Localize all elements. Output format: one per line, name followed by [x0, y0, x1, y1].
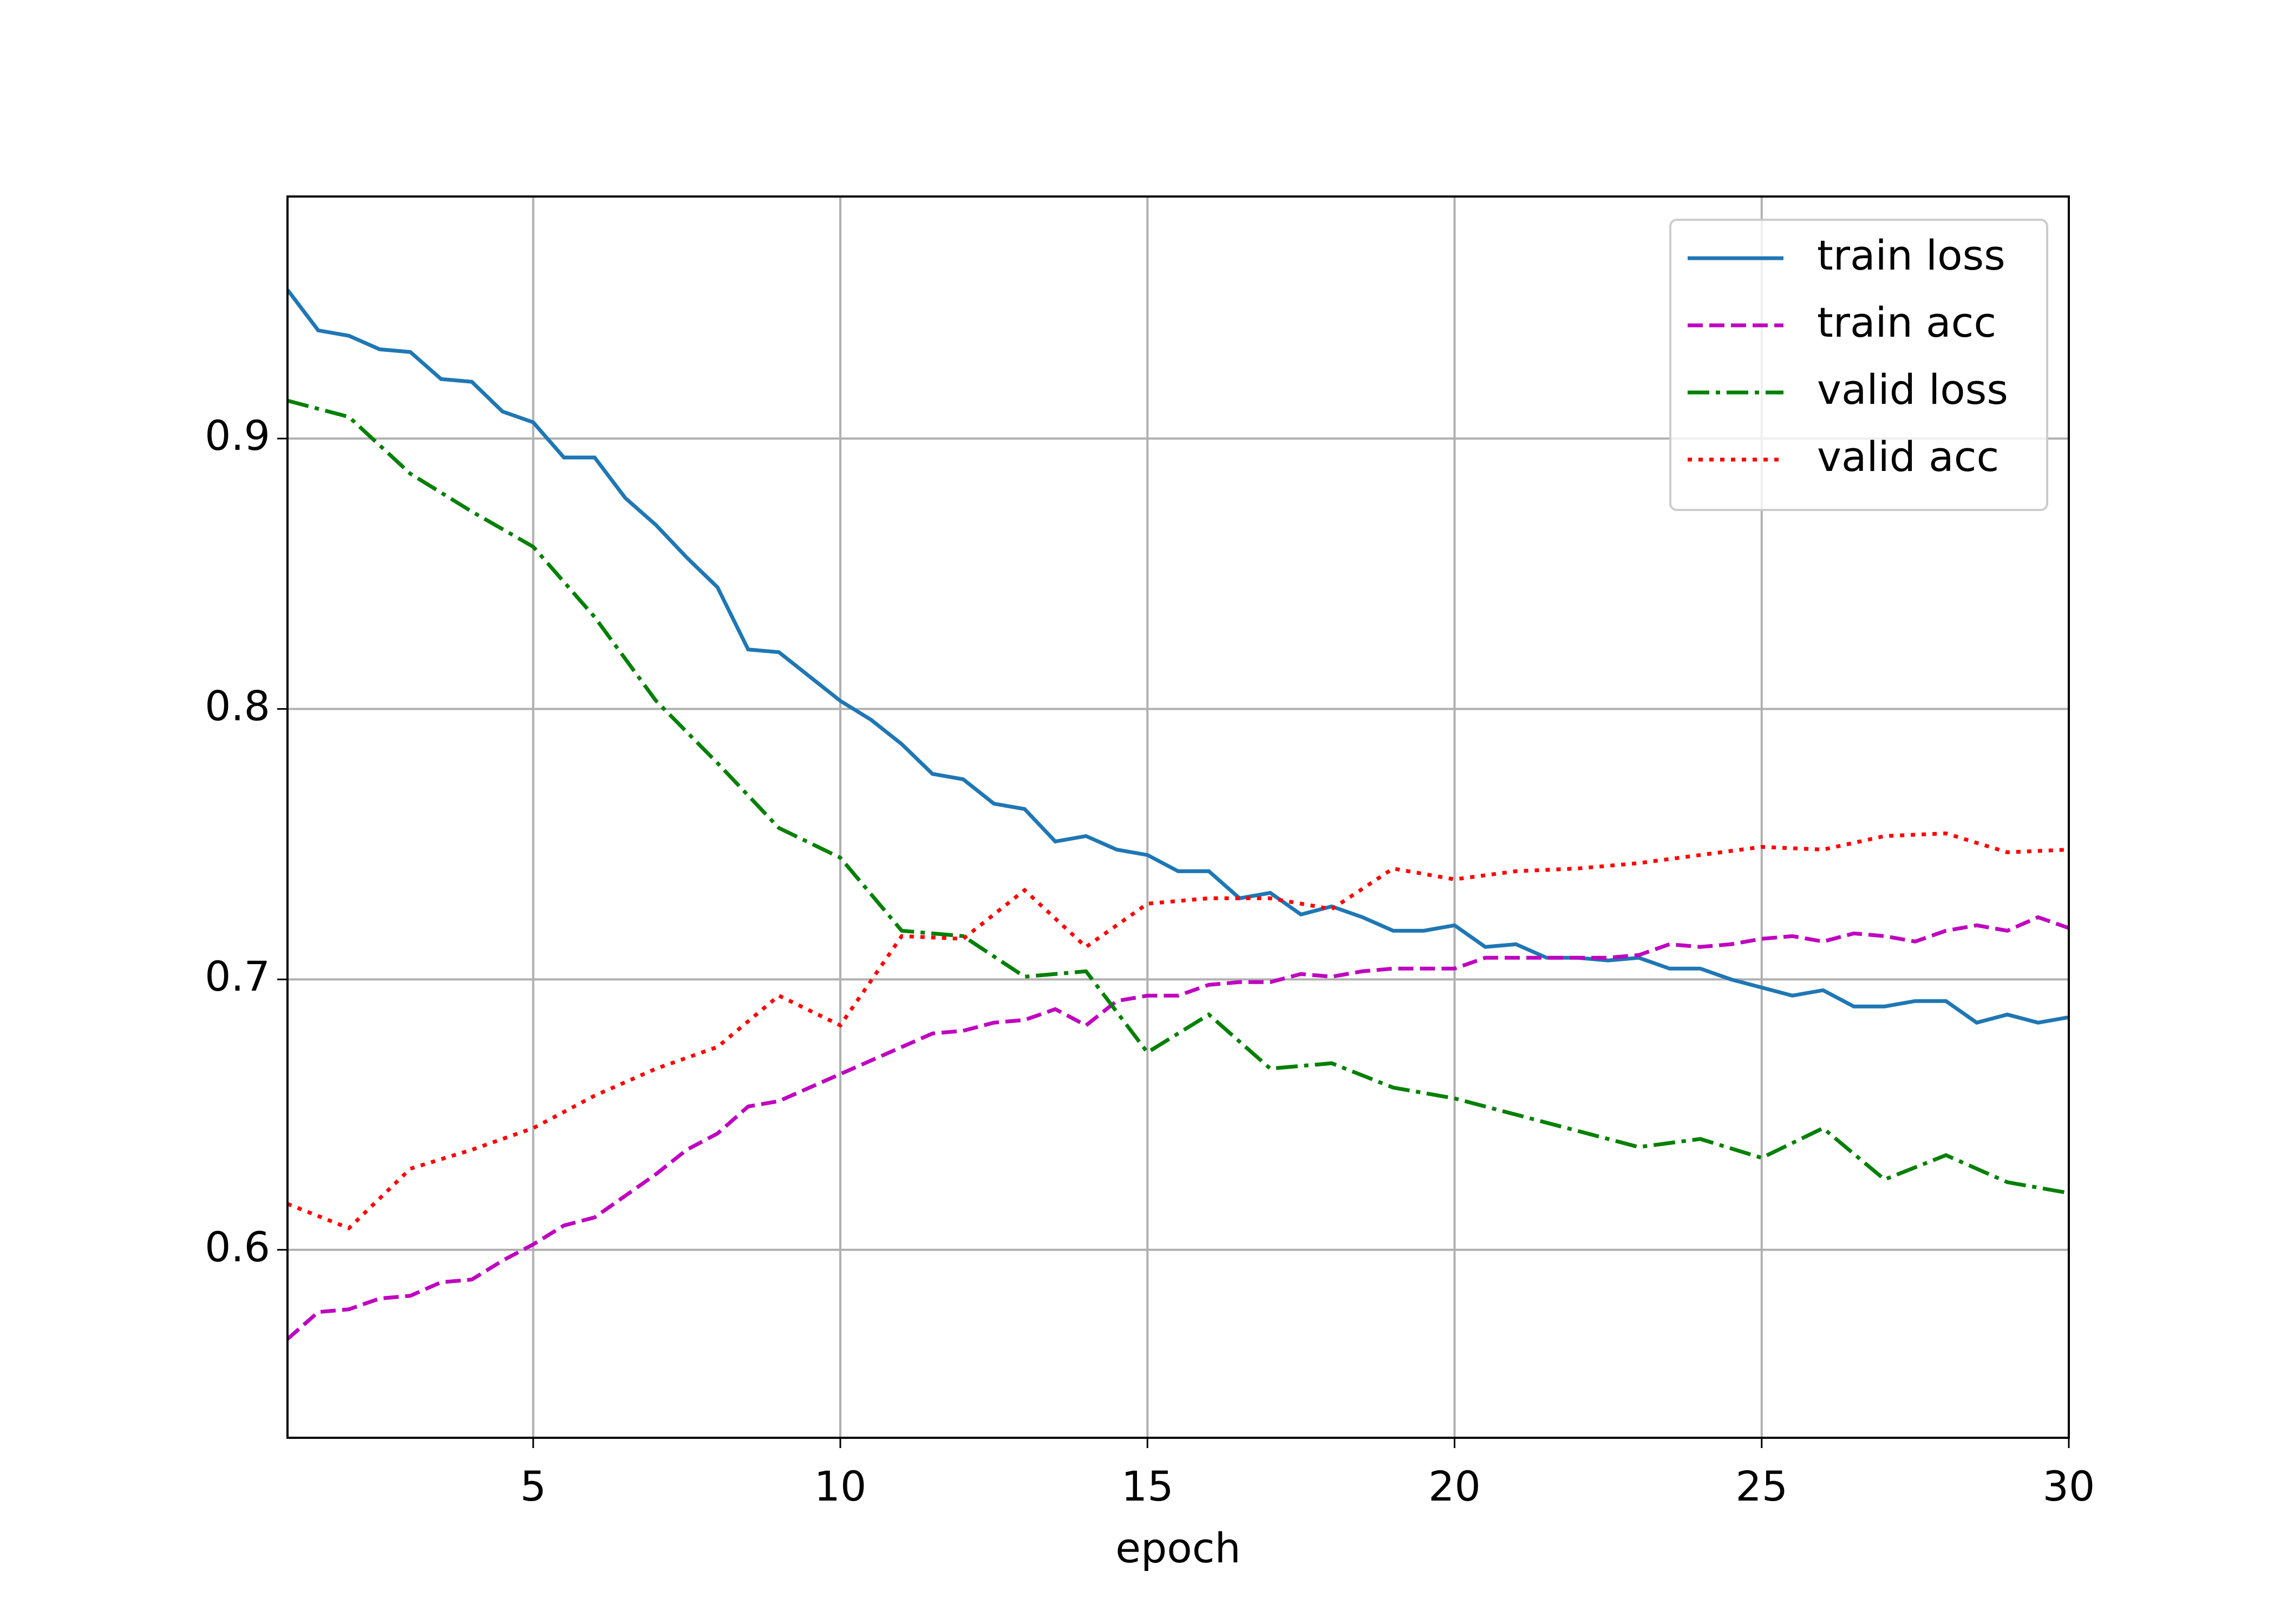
line-series	[287, 398, 2069, 1195]
x-tick-label: 30	[2043, 1462, 2095, 1510]
x-tick-label: 10	[814, 1462, 867, 1510]
x-tick-label: 15	[1121, 1462, 1174, 1510]
x-axis-label: epoch	[1115, 1524, 1240, 1572]
y-tick-label: 0.7	[205, 952, 270, 1000]
line-series	[287, 915, 2069, 1341]
y-tick-label: 0.8	[205, 682, 270, 730]
y-tick-label: 0.6	[205, 1223, 270, 1271]
line-series	[287, 831, 2069, 1230]
y-tick-label: 0.9	[205, 411, 270, 460]
line-series	[287, 289, 2069, 1025]
legend-label: valid acc	[1817, 433, 1999, 481]
plot-frame	[286, 195, 2070, 1439]
legend-label: train loss	[1817, 231, 2005, 279]
x-tick-label: 25	[1735, 1462, 1788, 1510]
legend-label: train acc	[1817, 298, 1996, 346]
legend-label: valid loss	[1817, 365, 2008, 414]
x-tick-label: 5	[520, 1462, 546, 1510]
legend-box	[1669, 219, 2048, 511]
x-tick-label: 20	[1428, 1462, 1481, 1510]
